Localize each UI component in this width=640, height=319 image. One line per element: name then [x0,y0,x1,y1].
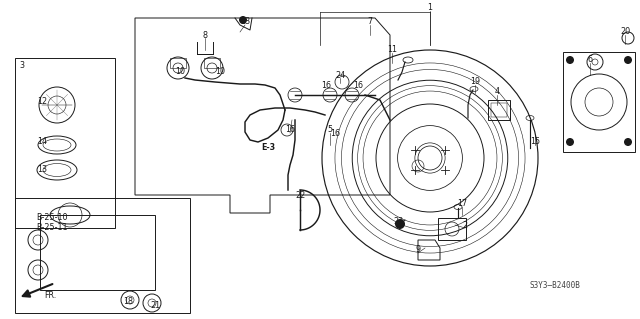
Circle shape [624,56,632,64]
Circle shape [395,219,405,229]
Text: 21: 21 [150,301,160,310]
Text: 7: 7 [367,18,372,26]
Text: 20: 20 [620,27,630,36]
Bar [438,218,466,240]
Text: E-3: E-3 [261,144,275,152]
Text: 16: 16 [330,129,340,137]
Text: S3Y3–B2400B: S3Y3–B2400B [530,280,581,290]
Text: 23: 23 [393,218,403,226]
Text: 9: 9 [415,246,420,255]
Bar [204,58,220,68]
Circle shape [566,56,574,64]
Text: 13: 13 [37,166,47,174]
Text: 2: 2 [463,220,468,229]
Circle shape [239,16,247,24]
Text: 19: 19 [470,78,480,86]
Text: 10: 10 [175,68,185,77]
Text: 12: 12 [37,98,47,107]
Bar [563,52,635,152]
Text: 10: 10 [215,68,225,77]
Text: B-25-11: B-25-11 [36,224,68,233]
Text: 3: 3 [19,61,24,70]
Text: 15: 15 [530,137,540,146]
Bar [488,100,510,120]
Text: 17: 17 [457,199,467,209]
Text: 22: 22 [295,191,305,201]
Text: 16: 16 [321,80,331,90]
Text: 8: 8 [202,31,207,40]
Bar [40,215,155,290]
Text: 16: 16 [353,80,363,90]
Text: 14: 14 [37,137,47,146]
Text: 1: 1 [428,4,433,12]
Text: 16: 16 [285,125,295,135]
Text: 18: 18 [123,298,133,307]
Bar [170,58,186,68]
Text: 23: 23 [240,18,250,26]
Text: 24: 24 [335,70,345,79]
Text: B-25-10: B-25-10 [36,213,68,222]
Circle shape [566,138,574,146]
Text: 6: 6 [588,56,593,64]
Circle shape [624,138,632,146]
Bar [15,58,115,228]
Text: 4: 4 [495,87,499,97]
Text: FR.: FR. [44,291,56,300]
Text: 11: 11 [387,46,397,55]
Bar [491,103,507,117]
Bar [15,198,190,313]
Text: 5: 5 [328,125,333,135]
